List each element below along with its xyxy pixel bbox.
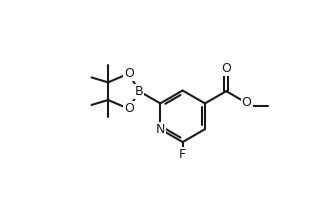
Text: O: O: [221, 62, 231, 75]
Text: O: O: [242, 96, 252, 109]
Text: F: F: [179, 147, 186, 161]
Text: O: O: [124, 102, 134, 116]
Text: O: O: [124, 67, 134, 80]
Text: B: B: [135, 85, 143, 98]
Text: N: N: [156, 123, 165, 136]
